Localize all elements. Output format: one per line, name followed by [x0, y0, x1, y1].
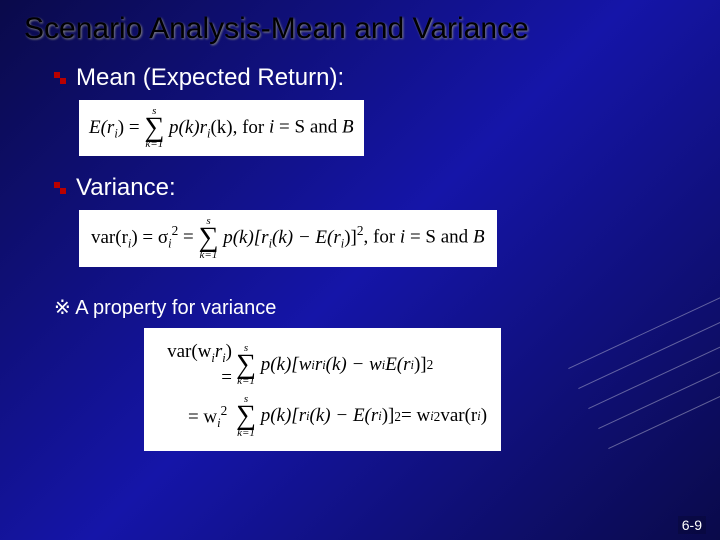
slide: Scenario Analysis-Mean and Variance Mean… — [0, 0, 720, 540]
sigma-icon: s ∑ k=1 — [144, 106, 164, 150]
sigma-icon: s ∑ k=1 — [236, 394, 256, 438]
bullet-mean-label: Mean (Expected Return): — [76, 64, 344, 92]
sigma-icon: s ∑ k=1 — [236, 343, 256, 387]
formula-mean: E(ri) = s ∑ k=1 p(k)ri(k), for i = S and… — [79, 100, 364, 156]
formula-property-line2: = wi2 s ∑ k=1 p(k)[ri(k) − E(ri)]2 = wi2… — [158, 394, 487, 438]
bullet-mean: Mean (Expected Return): — [54, 64, 696, 92]
slide-title: Scenario Analysis-Mean and Variance — [24, 12, 696, 46]
sigma-icon: s ∑ k=1 — [198, 216, 218, 260]
page-number: 6-9 — [678, 516, 706, 534]
formula-property-line1: var(wiri) = s ∑ k=1 p(k)[wiri(k) − wiE(r… — [158, 340, 487, 391]
bullet-icon — [54, 182, 66, 194]
bullet-variance: Variance: — [54, 174, 696, 202]
formula-variance: var(ri) = σi2 = s ∑ k=1 p(k)[ri(k) − E(r… — [79, 210, 497, 266]
formula-property: var(wiri) = s ∑ k=1 p(k)[wiri(k) − wiE(r… — [144, 328, 501, 451]
bullet-variance-label: Variance: — [76, 174, 176, 202]
decorative-lines — [560, 320, 720, 440]
note-property: ※ A property for variance — [54, 295, 696, 320]
bullet-icon — [54, 72, 66, 84]
